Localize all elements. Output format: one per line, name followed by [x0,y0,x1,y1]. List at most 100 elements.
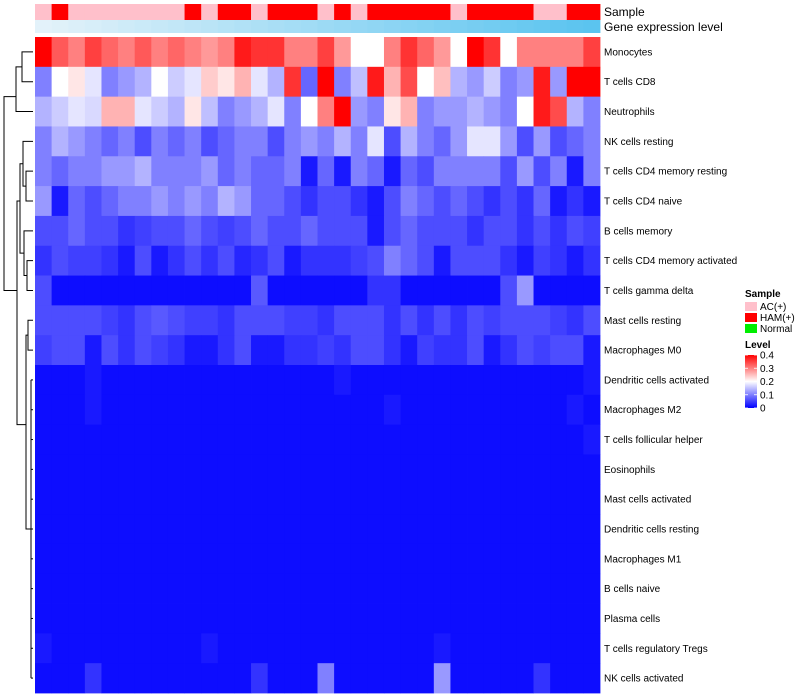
heatmap-cell [516,215,534,247]
heatmap-cell [383,573,401,604]
heatmap-cell [400,335,418,366]
heatmap-cell [400,543,418,575]
heatmap-cell [300,186,318,217]
expression-cell [433,20,451,33]
heatmap-cell [383,186,401,217]
heatmap-cell [217,633,235,664]
heatmap-cell [167,514,185,545]
heatmap-cell [583,454,601,485]
heatmap-cell [417,484,435,515]
sample-cell [500,4,518,20]
heatmap-cell [417,66,435,98]
heatmap-cell [101,573,119,604]
heatmap-cell [500,37,518,68]
sample-cell [417,4,435,20]
heatmap-cell [383,603,401,634]
heatmap-cell [118,335,136,366]
heatmap-cell [184,66,202,98]
row-label: T cells follicular helper [604,435,703,446]
row-label: B cells naive [604,584,661,595]
heatmap-cell [467,454,485,485]
heatmap-cell [68,514,86,545]
heatmap-cell [500,365,518,396]
heatmap-cell [450,335,468,366]
heatmap-cell [550,156,568,187]
expression-cell [134,20,152,33]
heatmap-cell [151,603,169,634]
heatmap-cell [334,573,352,604]
heatmap-cell [483,424,501,455]
heatmap-cell [583,186,601,217]
dendrogram-branch [26,260,33,291]
heatmap-cell [334,186,352,217]
heatmap-cell [118,603,136,634]
heatmap-cell [450,37,468,68]
heatmap-cell [151,663,169,694]
legend: Sample AC(+)HAM(+)Normal Level 0.4 0.3 0.2… [745,289,795,415]
heatmap-cell [217,365,235,396]
expression-cell [350,20,368,33]
heatmap-cell [101,275,119,306]
heatmap-cell [450,514,468,545]
heatmap-cell [583,96,601,127]
heatmap-cell [284,37,302,68]
heatmap-cell [367,215,385,247]
expression-cell [84,20,102,33]
heatmap-cell [550,275,568,306]
heatmap-cell [500,454,518,485]
heatmap-cell [251,514,269,545]
heatmap-cell [516,484,534,515]
heatmap-cell [317,484,335,515]
heatmap-cell [467,245,485,276]
heatmap-cell [516,633,534,664]
heatmap-cell [234,663,252,694]
sample-cell [84,4,102,20]
heatmap-cell [467,514,485,545]
heatmap-cell [350,305,368,336]
heatmap-cell [566,37,584,68]
heatmap-cell [400,633,418,664]
heatmap-cell [201,245,219,276]
heatmap-cell [583,126,601,157]
heatmap-cell [533,394,551,426]
heatmap-cell [450,663,468,694]
heatmap-cell [400,424,418,455]
heatmap-cell [217,96,235,127]
heatmap-cell [483,186,501,217]
heatmap-cell [84,603,102,634]
heatmap-cell [300,335,318,366]
heatmap-cell [251,663,269,694]
heatmap-cell [566,365,584,396]
heatmap-cell [201,424,219,455]
expression-cell [68,20,86,33]
heatmap-cell [566,215,584,247]
heatmap-cell [151,305,169,336]
heatmap-cell [284,603,302,634]
heatmap-cell [68,37,86,68]
heatmap-cell [134,543,152,575]
heatmap-cell [383,215,401,247]
heatmap-cell [550,335,568,366]
heatmap-cell [118,424,136,455]
heatmap-cell [334,394,352,426]
heatmap-cell [184,305,202,336]
heatmap-cell [118,663,136,694]
heatmap-cell [550,514,568,545]
heatmap-cell [167,186,185,217]
sample-cell [201,4,219,20]
heatmap-cell [450,484,468,515]
sample-cell [317,4,335,20]
heatmap-cell [101,37,119,68]
heatmap-cell [317,335,335,366]
heatmap-cell [101,156,119,187]
sample-cell [167,4,185,20]
sample-cell [533,4,551,20]
heatmap-cell [467,573,485,604]
heatmap-cell [251,186,269,217]
heatmap-cell [84,245,102,276]
heatmap-cell [334,156,352,187]
sample-cell [35,4,53,20]
heatmap-cell [533,66,551,98]
heatmap-cell [433,394,451,426]
heatmap-cell [383,633,401,664]
